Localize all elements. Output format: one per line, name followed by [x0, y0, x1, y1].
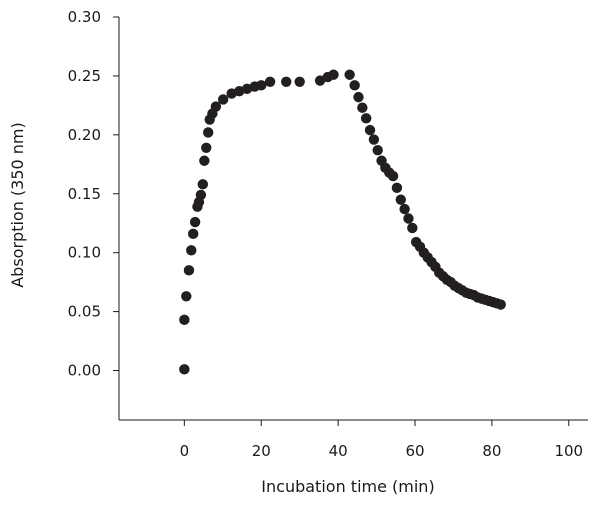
x-axis-title: Incubation time (min) — [261, 477, 434, 496]
x-tick-label: 80 — [482, 442, 501, 460]
y-axis-title: Absorption (350 nm) — [8, 122, 27, 288]
plot-frame — [118, 17, 588, 421]
data-point — [357, 102, 368, 113]
data-point — [328, 69, 339, 80]
x-tick-label: 20 — [252, 442, 271, 460]
data-point — [387, 170, 399, 182]
data-point — [195, 189, 207, 201]
data-point — [186, 245, 197, 256]
data-point — [364, 124, 376, 136]
data-point — [495, 299, 506, 310]
data-point — [353, 91, 364, 103]
data-point — [179, 364, 190, 375]
data-point — [201, 142, 212, 153]
y-tick-label: 0.10 — [68, 244, 101, 262]
data-point — [264, 76, 276, 88]
data-point — [294, 76, 305, 88]
data-point — [183, 265, 195, 276]
data-point — [399, 203, 410, 215]
data-point — [179, 314, 190, 326]
x-tick-label: 100 — [554, 442, 583, 460]
x-tick-label: 0 — [180, 442, 190, 460]
data-point — [217, 94, 229, 105]
data-point — [189, 216, 201, 228]
y-tick-label: 0.15 — [68, 185, 101, 203]
x-axis-ticks: 0 20 40 60 80 100 — [180, 420, 583, 460]
data-point — [407, 222, 418, 234]
y-tick-label: 0.20 — [68, 126, 101, 144]
data-point — [199, 155, 210, 166]
data-point — [344, 69, 355, 80]
data-point — [202, 127, 214, 138]
data-point — [395, 194, 406, 205]
data-point — [349, 80, 360, 91]
x-tick-label: 40 — [329, 442, 348, 460]
data-point — [372, 144, 383, 156]
data-point — [197, 179, 209, 190]
y-tick-label: 0.05 — [68, 303, 101, 321]
data-point — [210, 101, 222, 112]
y-tick-label: 0.25 — [68, 67, 101, 85]
y-axis-ticks: 0.00 0.05 0.10 0.15 0.20 0.25 0.30 — [68, 8, 119, 380]
data-point — [391, 182, 403, 194]
y-tick-label: 0.00 — [68, 362, 101, 380]
data-point — [368, 134, 380, 145]
data-point — [256, 80, 267, 91]
data-point — [187, 228, 199, 240]
data-point — [181, 291, 192, 302]
data-points — [179, 69, 506, 375]
x-tick-label: 60 — [405, 442, 424, 460]
data-point — [360, 113, 372, 124]
data-point — [281, 76, 292, 88]
data-point — [403, 213, 414, 224]
y-tick-label: 0.30 — [68, 8, 101, 26]
